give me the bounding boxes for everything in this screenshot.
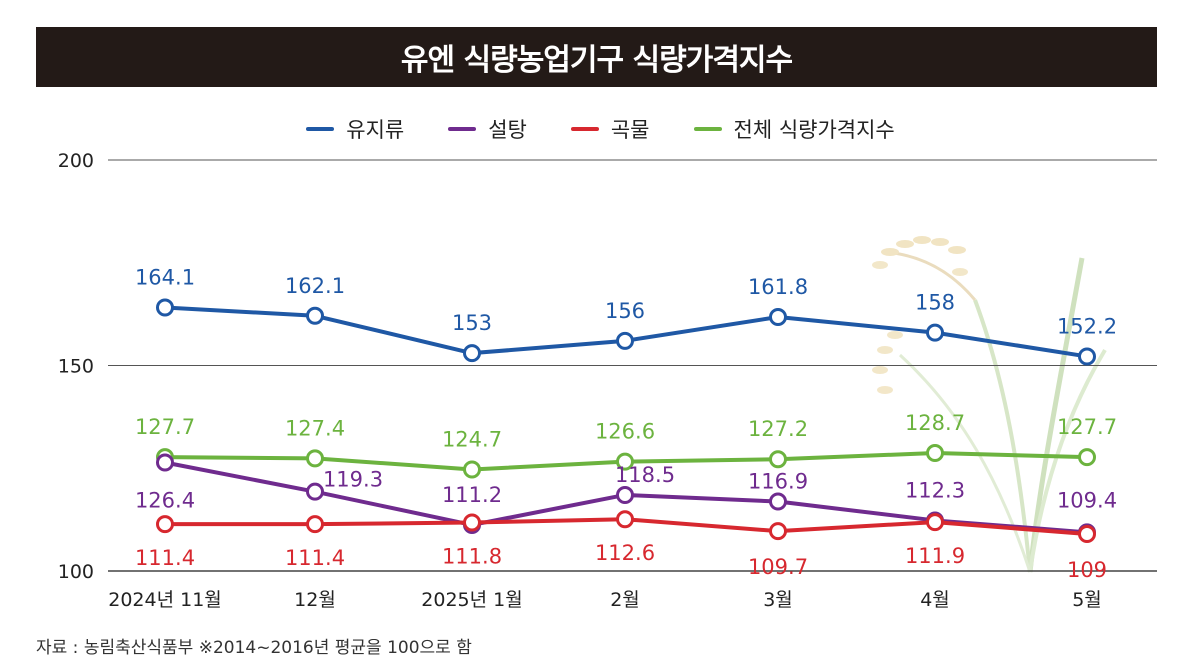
data-label: 112.6 bbox=[595, 541, 655, 565]
data-label: 111.2 bbox=[442, 483, 502, 507]
data-label: 118.5 bbox=[615, 463, 675, 487]
x-tick-label: 2024년 11월 bbox=[108, 589, 222, 611]
data-point bbox=[306, 482, 324, 501]
data-point bbox=[156, 515, 174, 534]
data-point bbox=[616, 331, 634, 350]
data-label: 162.1 bbox=[285, 274, 345, 298]
data-label: 116.9 bbox=[748, 470, 808, 494]
data-point bbox=[616, 510, 634, 529]
series-layer: 127.7 127.4 124.7 126.6 127.2 128.7 127.7 164.1… bbox=[135, 266, 1117, 582]
data-point bbox=[926, 444, 944, 463]
data-label: 111.9 bbox=[905, 544, 965, 568]
series-0: 164.1 162.1 153 156 161.8 158 152.2 bbox=[135, 266, 1117, 366]
legend-label-cereals: 곡물 bbox=[610, 118, 650, 142]
data-label: 127.2 bbox=[748, 417, 808, 441]
legend-item-cereals: 곡물 bbox=[570, 114, 650, 144]
data-label: 126.6 bbox=[595, 420, 655, 444]
data-point bbox=[463, 460, 481, 479]
data-label: 124.7 bbox=[442, 427, 502, 451]
x-tick-label: 3월 bbox=[763, 589, 793, 611]
data-point bbox=[769, 308, 787, 327]
x-tick-label: 2월 bbox=[610, 589, 640, 611]
data-label: 126.4 bbox=[135, 488, 195, 512]
data-point bbox=[926, 513, 944, 532]
series-3: 127.7 127.4 124.7 126.6 127.2 128.7 127.7 bbox=[135, 411, 1117, 479]
data-label: 111.8 bbox=[442, 545, 502, 569]
data-point bbox=[306, 306, 324, 325]
x-tick-label: 12월 bbox=[294, 589, 336, 611]
x-axis-ticks: 2024년 11월 12월 2025년 1월 2월 3월 4월 5월 bbox=[108, 589, 1102, 611]
legend-label-sugar: 설탕 bbox=[488, 118, 527, 142]
legend-swatch-oils bbox=[306, 127, 335, 131]
data-label: 112.3 bbox=[905, 478, 965, 502]
data-point bbox=[769, 522, 787, 541]
data-point bbox=[1078, 525, 1096, 544]
x-tick-label: 5월 bbox=[1072, 589, 1102, 611]
data-point bbox=[769, 450, 787, 469]
data-label: 109.7 bbox=[748, 555, 808, 579]
legend-label-oils: 유지류 bbox=[346, 118, 405, 142]
rice-plant-illustration bbox=[872, 236, 1107, 573]
data-label: 156 bbox=[605, 299, 645, 323]
data-label: 109 bbox=[1067, 558, 1107, 582]
data-point bbox=[1078, 347, 1096, 366]
series-2: 111.4 111.4 111.8 112.6 109.7 111.9 109 bbox=[135, 510, 1107, 582]
footnote: 자료 : 농림축산식품부 ※2014~2016년 평균을 100으로 함 bbox=[36, 638, 472, 658]
data-label: 109.4 bbox=[1057, 488, 1117, 512]
data-label: 161.8 bbox=[748, 275, 808, 299]
legend-swatch-cereals bbox=[570, 127, 599, 131]
data-point bbox=[926, 323, 944, 342]
data-label: 127.7 bbox=[135, 415, 195, 439]
data-label: 164.1 bbox=[135, 266, 195, 290]
chart-title: 유엔 식량농업기구 식량가격지수 bbox=[36, 27, 1157, 87]
data-point bbox=[1078, 448, 1096, 467]
data-point bbox=[769, 492, 787, 511]
data-label: 111.4 bbox=[135, 546, 195, 570]
data-point bbox=[616, 452, 634, 471]
data-point bbox=[616, 485, 634, 504]
data-label: 158 bbox=[915, 291, 955, 315]
data-point bbox=[463, 344, 481, 363]
data-label: 111.4 bbox=[285, 546, 345, 570]
legend-item-sugar: 설탕 bbox=[448, 114, 527, 144]
data-label: 153 bbox=[452, 311, 492, 335]
y-tick-label: 200 bbox=[58, 150, 94, 172]
legend: 유지류 설탕 곡물 전체 식량가격지수 bbox=[0, 114, 1201, 144]
legend-swatch-total bbox=[693, 127, 722, 131]
data-label: 119.3 bbox=[323, 468, 383, 492]
y-tick-label: 100 bbox=[58, 561, 94, 583]
y-tick-label: 150 bbox=[58, 356, 94, 378]
x-tick-label: 4월 bbox=[920, 589, 950, 611]
legend-item-total: 전체 식량가격지수 bbox=[693, 114, 895, 144]
data-point bbox=[306, 449, 324, 468]
x-tick-label: 2025년 1월 bbox=[421, 589, 522, 611]
data-point bbox=[156, 298, 174, 317]
legend-swatch-sugar bbox=[448, 127, 477, 131]
grid: 100 150 200 bbox=[58, 150, 1157, 583]
data-point bbox=[463, 513, 481, 532]
legend-item-oils: 유지류 bbox=[306, 114, 404, 144]
data-label: 127.4 bbox=[285, 416, 345, 440]
legend-label-total: 전체 식량가격지수 bbox=[733, 118, 895, 142]
data-point bbox=[306, 515, 324, 534]
data-label: 128.7 bbox=[905, 411, 965, 435]
data-label: 127.7 bbox=[1057, 415, 1117, 439]
data-label: 152.2 bbox=[1057, 314, 1117, 338]
data-point bbox=[156, 453, 174, 472]
